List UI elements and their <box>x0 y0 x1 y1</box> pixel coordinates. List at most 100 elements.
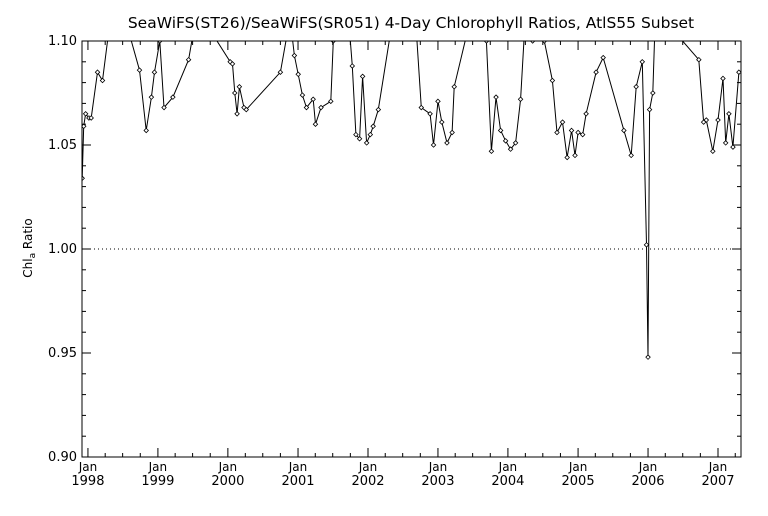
x-tick-month-label: Jan <box>638 460 658 474</box>
data-point <box>493 94 499 100</box>
x-tick-year-label: 1998 <box>71 474 104 489</box>
series-group <box>82 0 741 360</box>
data-point <box>418 104 425 111</box>
data-point <box>109 8 113 12</box>
data-point <box>295 71 301 78</box>
x-tick-year-label: 2002 <box>351 474 384 489</box>
data-point <box>234 111 240 117</box>
data-point <box>720 75 726 82</box>
x-tick-month-label: Jan <box>568 460 588 474</box>
data-point <box>579 131 586 138</box>
data-point <box>722 140 729 146</box>
data-point <box>502 138 509 144</box>
data-point <box>353 131 359 138</box>
data-point <box>710 148 716 155</box>
data-point <box>439 119 445 125</box>
data-point <box>736 69 741 75</box>
data-point <box>370 123 376 130</box>
data-point <box>473 0 477 2</box>
x-tick-month-label: Jan <box>218 460 238 474</box>
y-axis-label-main: Chl <box>21 258 35 277</box>
data-point <box>328 98 334 105</box>
data-point <box>730 144 736 150</box>
y-tick-label: 0.90 <box>48 450 77 465</box>
data-point <box>229 61 236 67</box>
data-point <box>346 8 350 12</box>
data-point <box>593 69 599 75</box>
data-point <box>646 106 653 113</box>
x-tick-year-label: 2005 <box>562 474 595 489</box>
data-point <box>451 83 458 90</box>
data-point <box>444 140 450 146</box>
data-point <box>88 115 94 121</box>
data-point <box>349 63 356 69</box>
series-line <box>82 41 740 358</box>
x-tick-year-label: 2003 <box>421 474 454 489</box>
data-point <box>726 111 732 117</box>
data-point <box>170 94 176 100</box>
data-point <box>430 142 437 148</box>
data-point <box>575 129 581 136</box>
x-tick-year-label: 2001 <box>281 474 314 489</box>
data-point <box>359 73 366 80</box>
data-point <box>82 111 89 117</box>
data-point <box>549 77 556 84</box>
data-point <box>497 127 504 134</box>
data-point <box>367 131 374 138</box>
data-point <box>310 96 316 103</box>
data-point <box>534 0 538 2</box>
x-tick-year-label: 2000 <box>211 474 244 489</box>
y-axis-label-tail: Ratio <box>21 218 35 253</box>
data-point <box>312 121 319 127</box>
data-point <box>427 111 433 117</box>
data-point <box>559 119 566 125</box>
data-point <box>363 140 370 146</box>
data-point <box>94 69 101 75</box>
y-tick-label: 0.95 <box>48 346 77 361</box>
data-point <box>517 96 524 103</box>
data-point <box>568 127 575 134</box>
data-point <box>291 52 298 59</box>
data-point <box>572 152 578 159</box>
data-point <box>645 354 651 360</box>
y-tick-label: 1.05 <box>48 138 77 153</box>
x-tick-month-label: Jan <box>358 460 378 474</box>
data-point <box>621 127 627 134</box>
data-point <box>318 104 324 111</box>
data-point <box>633 83 639 90</box>
x-tick-month-label: Jan <box>78 460 98 474</box>
data-point <box>115 1 119 5</box>
data-point <box>232 90 238 96</box>
data-point <box>583 111 589 117</box>
data-point <box>375 106 382 113</box>
data-point <box>600 54 606 61</box>
y-tick-label: 1.10 <box>48 34 77 49</box>
data-point <box>303 104 310 111</box>
x-tick-month-label: Jan <box>428 460 448 474</box>
data-point <box>299 92 306 98</box>
data-point <box>161 104 167 111</box>
data-point <box>99 77 106 84</box>
plot-area: 0.900.951.001.051.10Jan1998Jan1999Jan200… <box>48 0 742 489</box>
x-tick-year-label: 2004 <box>491 474 524 489</box>
y-axis-label-sub: a <box>28 253 38 259</box>
x-tick-month-label: Jan <box>708 460 728 474</box>
data-point <box>564 154 570 161</box>
data-point <box>330 41 337 44</box>
data-point <box>488 148 495 155</box>
data-point <box>449 129 455 136</box>
data-point <box>136 67 143 73</box>
chart-title: SeaWiFS(ST26)/SeaWiFS(SR051) 4-Day Chlor… <box>128 14 694 32</box>
data-point <box>157 41 163 44</box>
data-point <box>639 59 646 65</box>
x-tick-year-label: 1999 <box>141 474 174 489</box>
data-point <box>512 140 519 146</box>
data-point <box>285 41 288 42</box>
x-tick-month-label: Jan <box>288 460 308 474</box>
data-point <box>507 146 514 152</box>
data-point <box>356 135 363 142</box>
data-point <box>277 69 284 75</box>
x-tick-month-label: Jan <box>498 460 518 474</box>
